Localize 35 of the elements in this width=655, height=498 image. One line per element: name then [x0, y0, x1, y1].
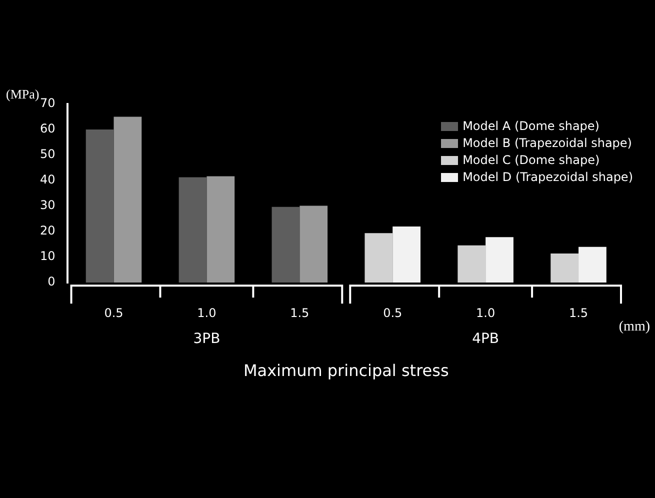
y-axis-title: (MPa): [6, 86, 40, 102]
legend-label: Model B (Trapezoidal shape): [462, 135, 632, 152]
bar: [486, 237, 514, 283]
bar: [178, 177, 207, 283]
text: (mm): [618, 319, 650, 334]
bar: [86, 130, 114, 283]
bar: [300, 206, 328, 283]
x-tick-label: 0.5: [383, 306, 402, 320]
bar: [114, 116, 142, 283]
bar: [364, 233, 393, 283]
text: 4PB: [472, 331, 500, 348]
legend-label: Model A (Dome shape): [462, 118, 600, 135]
y-tick-label: 20: [40, 224, 56, 238]
y-tick-label: 40: [40, 172, 56, 187]
x-tick-label: 1.5: [568, 306, 588, 320]
bar: [272, 206, 300, 283]
bar: [458, 245, 486, 283]
y-tick-label: 70: [40, 96, 56, 110]
x-axis-title: Maximum principal stress: [243, 360, 449, 380]
legend-label: Model D (Trapezoidal shape): [462, 169, 633, 186]
bar: [392, 226, 420, 283]
y-tick-label: 0: [48, 274, 56, 289]
y-tick-label: 60: [40, 122, 56, 136]
bar: [578, 246, 606, 283]
text: 3PB: [193, 331, 220, 348]
x-tick-label: 1.0: [476, 306, 496, 320]
x-tick-label: 1.5: [290, 306, 310, 320]
legend-label: Model C (Dome shape): [462, 152, 600, 169]
y-tick-label: 30: [40, 198, 56, 212]
x-tick-label: 0.5: [104, 306, 124, 320]
y-tick-label: 10: [40, 249, 56, 264]
bar: [550, 254, 579, 283]
x-tick-label: 1.0: [197, 306, 216, 320]
y-tick-label: 50: [40, 147, 56, 162]
bar: [206, 176, 235, 283]
